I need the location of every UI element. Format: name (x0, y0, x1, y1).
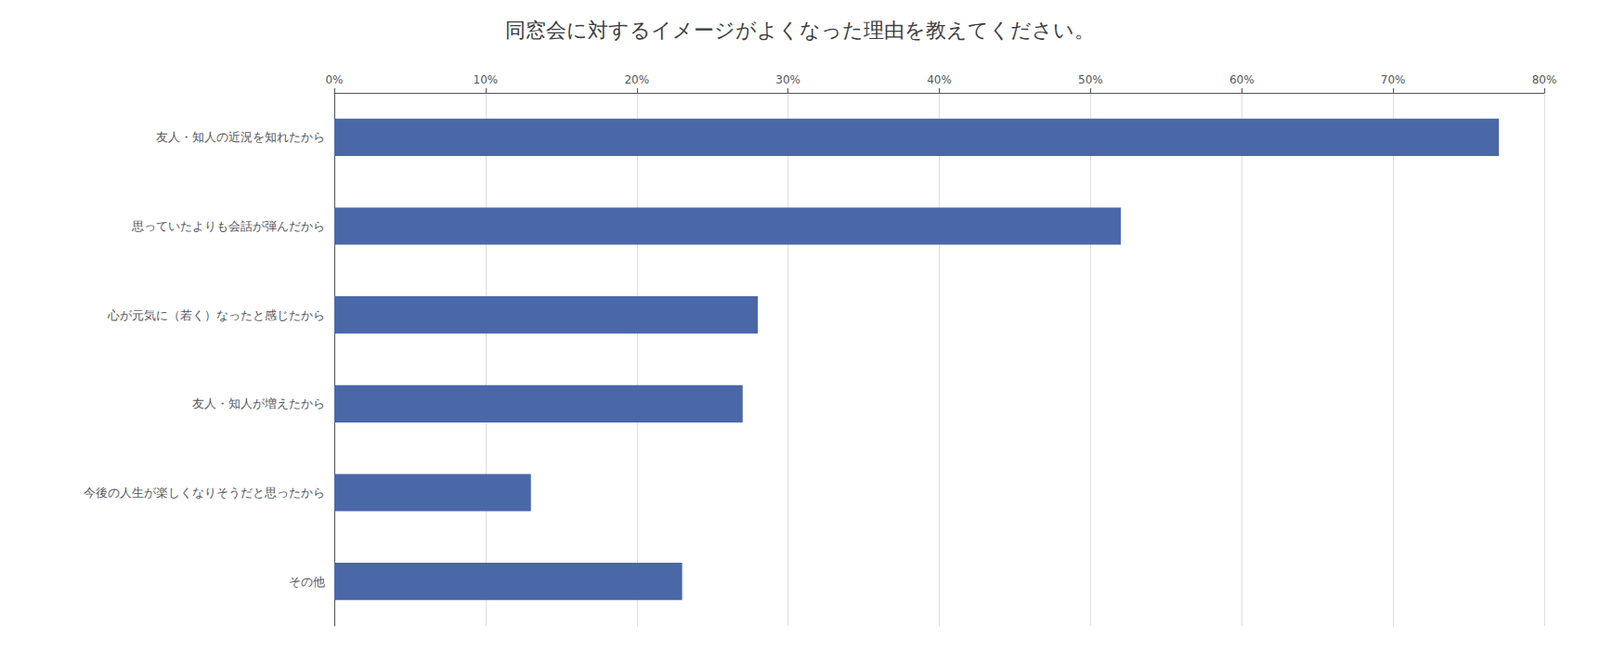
svg-text:20%: 20% (624, 73, 650, 87)
svg-text:0%: 0% (325, 73, 343, 87)
svg-text:60%: 60% (1229, 73, 1255, 87)
svg-text:40%: 40% (926, 73, 952, 87)
svg-text:思っていたよりも会話が弾んだから: 思っていたよりも会話が弾んだから (130, 219, 326, 234)
svg-text:友人・知人が増えたから: 友人・知人が増えたから (192, 396, 326, 411)
svg-text:今後の人生が楽しくなりそうだと思ったから: 今後の人生が楽しくなりそうだと思ったから (83, 485, 326, 500)
svg-text:同窓会に対するイメージがよくなった理由を教えてください。: 同窓会に対するイメージがよくなった理由を教えてください。 (505, 18, 1095, 42)
svg-text:その他: その他 (288, 574, 326, 589)
svg-text:友人・知人の近況を知れたから: 友人・知人の近況を知れたから (156, 130, 326, 144)
svg-text:80%: 80% (1532, 73, 1558, 87)
svg-text:30%: 30% (775, 73, 801, 87)
svg-text:10%: 10% (473, 73, 499, 87)
svg-text:心が元気に（若く）なったと感じたから: 心が元気に（若く）なったと感じたから (106, 308, 326, 323)
svg-text:50%: 50% (1078, 73, 1104, 87)
svg-text:70%: 70% (1380, 73, 1406, 87)
